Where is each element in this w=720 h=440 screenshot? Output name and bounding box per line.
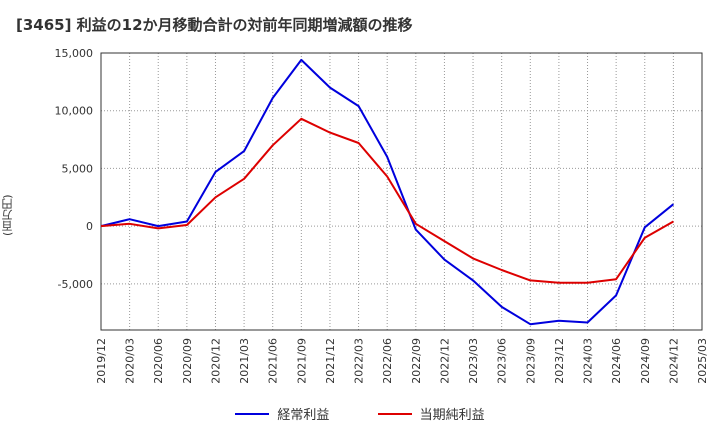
x-tick-label: 2022/03 bbox=[353, 338, 366, 384]
legend-swatch-net-profit bbox=[377, 412, 412, 415]
x-tick-label: 2022/09 bbox=[410, 338, 423, 384]
x-tick-label: 2020/09 bbox=[181, 338, 194, 384]
chart-title: [3465] 利益の12か月移動合計の対前年同期増減額の推移 bbox=[16, 16, 413, 34]
x-tick-label: 2020/03 bbox=[124, 338, 137, 384]
x-tick-label: 2020/12 bbox=[209, 338, 222, 384]
x-tick-label: 2024/03 bbox=[582, 338, 595, 384]
y-tick-label: 0 bbox=[86, 220, 93, 233]
y-tick-label: -5,000 bbox=[58, 278, 93, 291]
y-tick-label: 5,000 bbox=[62, 162, 94, 175]
x-tick-label: 2024/12 bbox=[667, 338, 680, 384]
series-line-0 bbox=[100, 58, 675, 326]
series-line-1 bbox=[100, 117, 674, 284]
x-tick-label: 2021/06 bbox=[267, 338, 280, 384]
legend-label-net-profit: 当期純利益 bbox=[419, 408, 485, 423]
x-tick-label: 2023/12 bbox=[553, 338, 566, 384]
legend-swatch-ordinary-profit bbox=[235, 412, 270, 415]
x-tick-label: 2025/03 bbox=[696, 338, 709, 384]
x-tick-label: 2019/12 bbox=[95, 338, 108, 384]
y-tick-label: 10,000 bbox=[55, 105, 94, 118]
x-tick-label: 2023/09 bbox=[524, 338, 537, 384]
x-tick-label: 2022/12 bbox=[438, 338, 451, 384]
x-tick-label: 2021/09 bbox=[295, 338, 308, 384]
x-tick-label: 2020/06 bbox=[152, 338, 165, 384]
legend: 経常利益 当期純利益 bbox=[0, 404, 720, 423]
y-tick-label: 15,000 bbox=[55, 47, 94, 60]
plot-frame bbox=[100, 52, 703, 331]
x-tick-label: 2022/06 bbox=[381, 338, 394, 384]
x-tick-label: 2024/06 bbox=[610, 338, 623, 384]
x-tick-label: 2023/03 bbox=[467, 338, 480, 384]
x-tick-label: 2021/12 bbox=[324, 338, 337, 384]
legend-item-net-profit: 当期純利益 bbox=[377, 404, 485, 423]
x-tick-label: 2021/03 bbox=[238, 338, 251, 384]
x-tick-label: 2024/09 bbox=[639, 338, 652, 384]
legend-label-ordinary-profit: 経常利益 bbox=[277, 408, 330, 423]
legend-item-ordinary-profit: 経常利益 bbox=[235, 404, 329, 423]
x-tick-label: 2023/06 bbox=[496, 338, 509, 384]
